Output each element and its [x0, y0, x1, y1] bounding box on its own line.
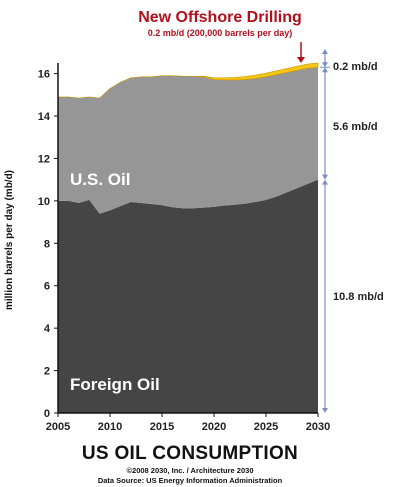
x-tick-label: 2005	[46, 421, 70, 433]
x-tick-label: 2020	[202, 421, 226, 433]
x-tick-label: 2025	[254, 421, 278, 433]
bracket-offshore-arrow-low	[322, 62, 328, 68]
y-tick-label: 4	[44, 323, 51, 335]
area-label-foreign-oil: Foreign Oil	[70, 375, 160, 394]
chart-areas	[58, 62, 319, 413]
bracket-foreign-oil-arrow-high	[322, 179, 328, 185]
x-tick-label: 2015	[150, 421, 174, 433]
bracket-label-offshore: 0.2 mb/d	[333, 61, 378, 73]
value-brackets	[320, 49, 330, 413]
y-axis-label: million barrels per day (mb/d)	[4, 170, 15, 310]
offshore-subtitle: 0.2 mb/d (200,000 barrels per day)	[148, 28, 293, 38]
y-tick-label: 2	[44, 366, 50, 378]
area-label-us-oil: U.S. Oil	[70, 170, 130, 189]
series-area-foreign-oil	[58, 179, 318, 413]
y-tick-label: 6	[44, 281, 50, 293]
chart: 0 2 4 6 8 10 12 14 16 2005 2010 2015 2020 2025 2030 U.…	[4, 9, 384, 433]
y-tick-label: 12	[38, 153, 50, 165]
chart-title: US OIL CONSUMPTION	[81, 443, 299, 464]
bracket-label-foreign: 10.8 mb/d	[333, 291, 384, 303]
y-tick-label: 16	[38, 69, 50, 81]
y-tick-label: 14	[38, 111, 51, 123]
x-tick-label: 2010	[98, 421, 122, 433]
series-area-u-s-oil	[58, 67, 318, 214]
y-tick-label: 0	[44, 408, 50, 420]
y-tick-label: 10	[38, 196, 50, 208]
offshore-headline: New Offshore Drilling	[138, 9, 302, 26]
bracket-foreign-oil-arrow-low	[322, 408, 328, 413]
bracket-offshore-arrow-high	[322, 49, 328, 54]
x-tick-label: 2030	[306, 421, 330, 433]
copyright-line: ©2008 2030, Inc. / Architecture 2030	[126, 466, 254, 475]
chart-axes: 0 2 4 6 8 10 12 14 16 2005 2010 2015 2020 2025 2030	[38, 63, 330, 433]
bracket-label-us: 5.6 mb/d	[333, 121, 378, 133]
y-tick-label: 8	[44, 238, 50, 250]
bracket-us-oil-arrow-low	[322, 174, 328, 180]
data-source-line: Data Source: US Energy Information Admin…	[97, 476, 283, 485]
series-area-new-offshore-drilling	[58, 62, 319, 99]
offshore-arrow-head	[297, 57, 305, 63]
bracket-us-oil-arrow-high	[322, 67, 328, 73]
